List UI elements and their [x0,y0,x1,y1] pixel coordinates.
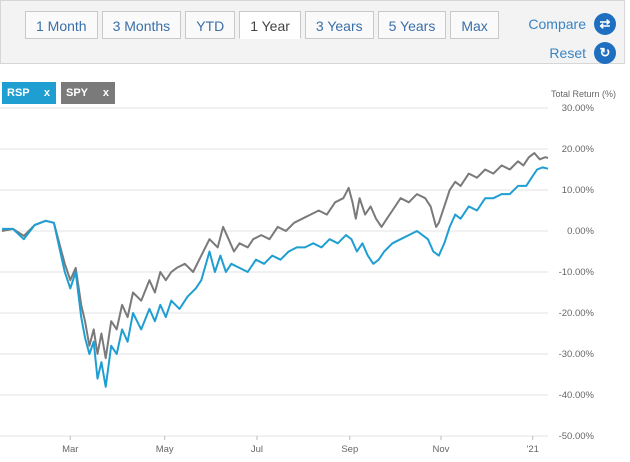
x-tick-label: Nov [433,444,450,455]
y-tick-label: 10.00% [562,185,595,196]
chip-rsp-label: RSP [7,87,30,99]
swap-icon: ⇄ [594,13,616,35]
x-tick-label: Sep [341,444,358,455]
tab-1-month[interactable]: 1 Month [25,11,98,39]
tab-1-year[interactable]: 1 Year [239,11,301,39]
refresh-icon: ↻ [594,42,616,64]
remove-spy-icon[interactable]: x [102,87,109,99]
y-tick-label: -50.00% [559,431,595,442]
x-tick-label: '21 [527,444,539,455]
y-tick-label: 30.00% [562,103,595,114]
y-tick-label: -30.00% [559,349,595,360]
y-tick-label: 0.00% [567,226,594,237]
reset-button[interactable]: Reset ↻ [549,42,616,64]
range-toolbar: 1 Month 3 Months YTD 1 Year 3 Years 5 Ye… [0,0,625,64]
tab-3-months[interactable]: 3 Months [101,11,182,39]
series-line-spy [1,152,549,360]
series-chip-rsp: RSP x [2,82,56,104]
y-axis-title: Total Return (%) [550,89,616,99]
compare-label: Compare [528,16,586,32]
series-chip-spy: SPY x [61,82,115,104]
series-line-rsp [2,166,549,388]
compare-button[interactable]: Compare ⇄ [528,13,616,35]
tab-5-years[interactable]: 5 Years [377,11,447,39]
tab-3-years[interactable]: 3 Years [304,11,374,39]
tab-ytd[interactable]: YTD [185,11,236,39]
x-tick-label: May [156,444,174,455]
x-tick-label: Mar [62,444,78,455]
remove-rsp-icon[interactable]: x [43,87,50,99]
y-tick-label: -10.00% [559,267,595,278]
x-tick-label: Jul [251,444,263,455]
y-tick-label: -20.00% [559,308,595,319]
y-tick-label: -40.00% [559,390,595,401]
reset-label: Reset [549,45,586,61]
tab-max[interactable]: Max [450,11,499,39]
y-tick-label: 20.00% [562,144,595,155]
chip-spy-label: SPY [66,87,89,99]
range-tabs: 1 Month 3 Months YTD 1 Year 3 Years 5 Ye… [25,11,499,39]
